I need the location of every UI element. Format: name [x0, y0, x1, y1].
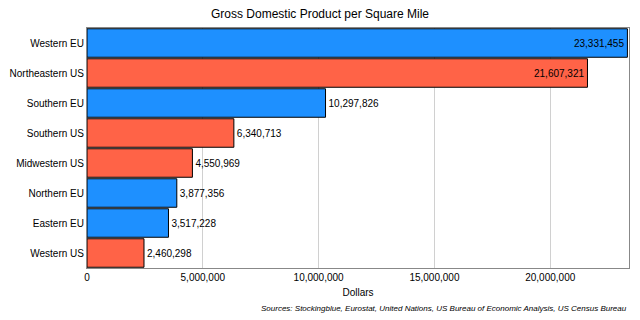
- svg-text:15,000,000: 15,000,000: [409, 272, 459, 283]
- svg-text:Northeastern US: Northeastern US: [10, 68, 85, 79]
- svg-text:21,607,321: 21,607,321: [534, 68, 584, 79]
- svg-text:Southern EU: Southern EU: [27, 98, 84, 109]
- svg-text:2,460,298: 2,460,298: [147, 248, 192, 259]
- svg-text:Gross Domestic Product per Squ: Gross Domestic Product per Square Mile: [211, 7, 429, 21]
- svg-text:3,877,356: 3,877,356: [180, 188, 225, 199]
- svg-text:5,000,000: 5,000,000: [181, 272, 226, 283]
- svg-text:Sources: Stockingblue, Eurosta: Sources: Stockingblue, Eurostat, United …: [261, 304, 627, 313]
- svg-text:0: 0: [84, 272, 90, 283]
- svg-text:Western US: Western US: [30, 248, 84, 259]
- svg-text:Eastern EU: Eastern EU: [33, 218, 84, 229]
- svg-text:10,297,826: 10,297,826: [329, 98, 379, 109]
- svg-text:Northern EU: Northern EU: [28, 188, 84, 199]
- svg-text:10,000,000: 10,000,000: [294, 272, 344, 283]
- svg-text:23,331,455: 23,331,455: [574, 38, 624, 49]
- svg-text:Southern US: Southern US: [27, 128, 85, 139]
- svg-text:3,517,228: 3,517,228: [171, 218, 216, 229]
- svg-text:6,340,713: 6,340,713: [237, 128, 282, 139]
- svg-text:Western EU: Western EU: [30, 38, 84, 49]
- svg-text:20,000,000: 20,000,000: [525, 272, 575, 283]
- svg-text:Midwestern US: Midwestern US: [16, 158, 84, 169]
- svg-text:Dollars: Dollars: [342, 287, 373, 298]
- svg-text:4,550,969: 4,550,969: [195, 158, 240, 169]
